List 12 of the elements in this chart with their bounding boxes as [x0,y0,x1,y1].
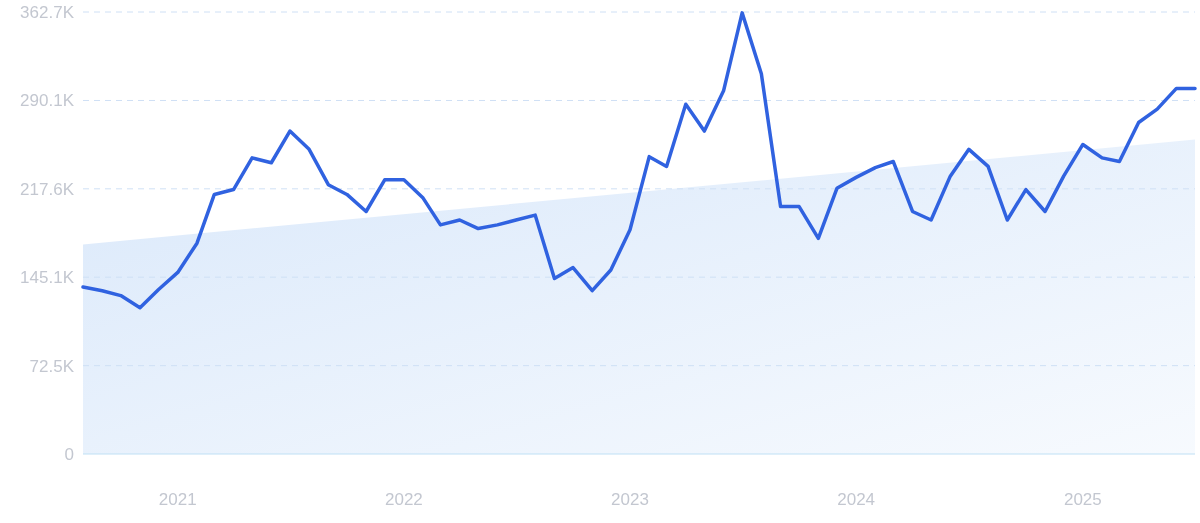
x-tick-label: 2021 [158,490,197,509]
x-tick-label: 2025 [1063,490,1102,509]
y-tick-label: 217.6K [20,179,75,199]
y-tick-label: 290.1K [20,91,75,111]
y-tick-label: 0 [64,444,74,464]
x-tick-label: 2023 [611,490,649,509]
x-tick-label: 2022 [384,490,423,509]
y-tick-label: 362.7K [20,2,75,22]
line-series [81,11,1197,310]
x-tick-label: 2024 [837,490,876,509]
y-tick-label: 145.1K [20,268,75,288]
y-tick-label: 72.5K [29,356,75,376]
